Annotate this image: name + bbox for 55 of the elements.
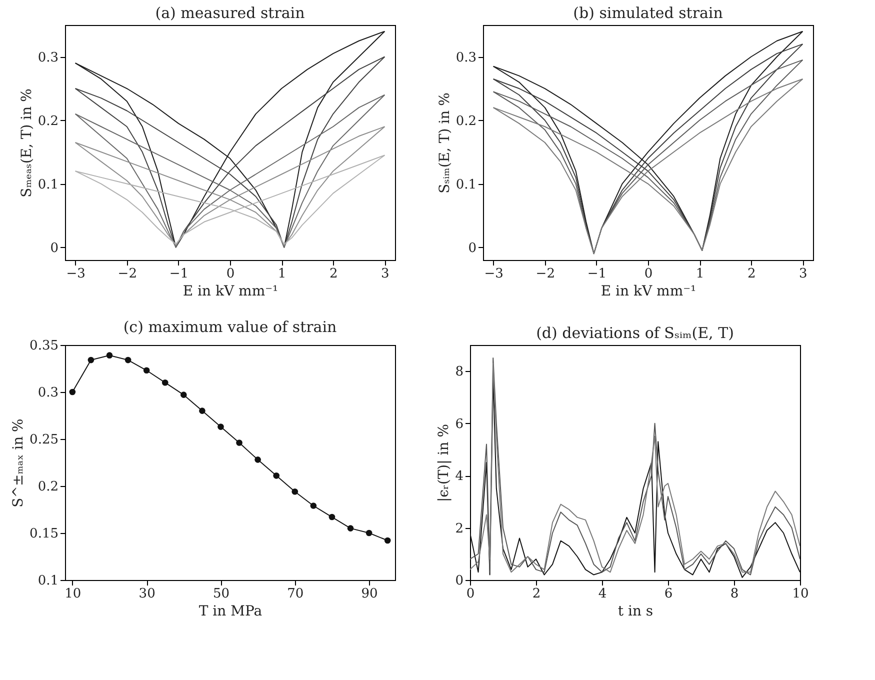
y-tick-label: 0.3 xyxy=(38,50,58,66)
y-tick-label: 0 xyxy=(468,240,476,256)
y-axis-title: Sₘₑₐₛ(E, T) in % xyxy=(18,88,35,198)
y-tick-label: 0.2 xyxy=(456,114,476,129)
x-tick-label: 50 xyxy=(212,586,230,602)
x-tick-label: 10 xyxy=(792,586,809,602)
y-tick-label: 6 xyxy=(455,416,464,432)
x-tick-label: 0 xyxy=(644,266,653,282)
x-tick-label: −2 xyxy=(536,266,555,282)
x-tick-label: 1 xyxy=(696,266,704,282)
y-tick-label: 0.2 xyxy=(38,114,58,129)
x-tick-label: −2 xyxy=(118,266,137,282)
chart-title: (b) simulated strain xyxy=(573,4,724,22)
x-tick-label: 90 xyxy=(361,586,378,602)
y-tick-label: 0.1 xyxy=(38,177,58,192)
x-tick-label: −1 xyxy=(587,266,607,282)
x-tick-label: −1 xyxy=(169,266,189,282)
x-tick-label: 10 xyxy=(64,586,82,602)
chart-title: (a) measured strain xyxy=(155,4,306,22)
y-tick-label: 0.3 xyxy=(456,50,476,66)
x-tick-label: 30 xyxy=(138,586,156,602)
x-tick-label: 3 xyxy=(799,266,808,282)
x-tick-label: 2 xyxy=(329,266,338,282)
x-axis-title: t in s xyxy=(618,604,654,620)
y-axis-title: |ϵᵣ(T)| in % xyxy=(436,424,452,502)
x-axis-title: T in MPa xyxy=(198,604,262,620)
y-tick-label: 0 xyxy=(50,240,58,256)
x-tick-label: 1 xyxy=(278,266,286,282)
x-tick-label: −3 xyxy=(484,266,504,282)
y-tick-label: 2 xyxy=(455,521,464,536)
x-tick-label: 2 xyxy=(747,266,756,282)
y-tick-label: 0.1 xyxy=(38,574,58,588)
y-tick-label: 8 xyxy=(455,364,464,380)
x-tick-label: 6 xyxy=(664,586,673,602)
y-tick-label: 0.1 xyxy=(456,177,476,192)
x-tick-label: −3 xyxy=(66,266,86,282)
y-axis-title: S^±ₘₐₓ in % xyxy=(10,418,27,508)
chart-title: (c) maximum value of strain xyxy=(123,318,338,336)
y-tick-label: 0.25 xyxy=(30,432,58,448)
x-tick-label: 4 xyxy=(598,586,607,602)
x-axis-title: E in kV mm⁻¹ xyxy=(600,284,696,300)
x-tick-label: 0 xyxy=(226,266,235,282)
y-tick-label: 0 xyxy=(455,574,464,588)
y-tick-label: 4 xyxy=(455,469,464,484)
y-tick-label: 0.2 xyxy=(38,480,58,494)
x-tick-label: 2 xyxy=(532,586,541,602)
y-tick-label: 0.15 xyxy=(30,526,58,542)
chart-title: (d) deviations of Sₛᵢₘ(E, T) xyxy=(536,324,734,342)
x-tick-label: 70 xyxy=(287,586,304,602)
y-tick-label: 0.3 xyxy=(38,386,58,400)
x-tick-label: 3 xyxy=(381,266,390,282)
y-axis-title: Sₛᵢₘ(E, T) in % xyxy=(436,92,453,194)
x-tick-label: 8 xyxy=(730,586,739,602)
x-axis-title: E in kV mm⁻¹ xyxy=(182,284,278,300)
y-tick-label: 0.35 xyxy=(30,338,58,354)
